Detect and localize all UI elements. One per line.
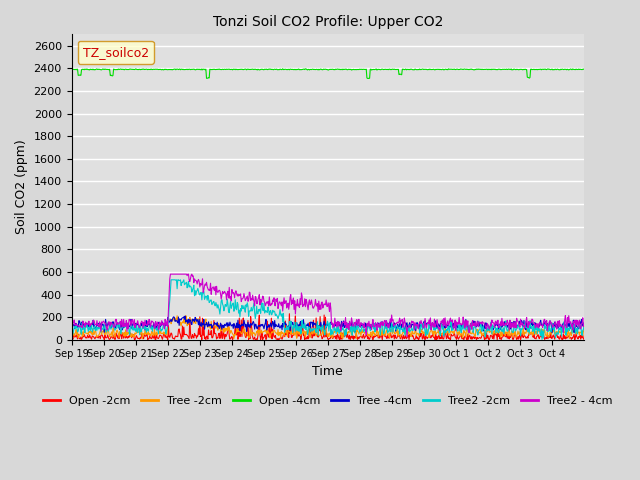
Tree2 - 4cm xyxy=(128,318,136,324)
Open -4cm xyxy=(128,66,136,72)
Tree2 - 4cm xyxy=(248,297,256,303)
Tree2 - 4cm xyxy=(403,334,411,340)
Tree2 - 4cm xyxy=(580,323,588,328)
Tree -4cm xyxy=(181,313,189,319)
Open -4cm xyxy=(279,66,287,72)
Tree -4cm xyxy=(381,321,388,327)
Tree -2cm xyxy=(223,328,231,334)
Tree -4cm xyxy=(248,322,256,328)
Open -2cm xyxy=(580,337,588,343)
Tree2 -2cm xyxy=(248,308,256,314)
Tree -2cm xyxy=(68,332,76,338)
Tree2 - 4cm xyxy=(381,317,388,323)
Open -4cm xyxy=(382,66,390,72)
Open -2cm xyxy=(410,336,418,342)
Tree -2cm xyxy=(410,331,418,337)
Tree2 -2cm xyxy=(68,330,76,336)
Tree2 -2cm xyxy=(268,312,275,318)
Tree2 - 4cm xyxy=(410,327,418,333)
Tree -4cm xyxy=(548,330,556,336)
Open -4cm xyxy=(68,66,76,72)
Tree2 - 4cm xyxy=(166,271,174,277)
Tree2 -2cm xyxy=(538,336,546,342)
Tree -2cm xyxy=(138,336,146,341)
Tree -2cm xyxy=(382,331,390,336)
Open -2cm xyxy=(68,334,76,340)
Open -2cm xyxy=(285,311,293,317)
Open -4cm xyxy=(222,67,230,72)
Line: Tree2 - 4cm: Tree2 - 4cm xyxy=(72,274,584,337)
Tree -4cm xyxy=(580,320,588,326)
Tree -4cm xyxy=(268,324,275,330)
Open -2cm xyxy=(267,331,275,336)
Open -2cm xyxy=(382,333,390,339)
Line: Tree -4cm: Tree -4cm xyxy=(72,316,584,333)
Tree2 -2cm xyxy=(410,323,417,329)
Line: Open -4cm: Open -4cm xyxy=(72,69,584,78)
Tree -2cm xyxy=(268,329,276,335)
Open -4cm xyxy=(580,67,588,72)
Line: Tree -2cm: Tree -2cm xyxy=(72,316,584,338)
Open -4cm xyxy=(410,67,418,72)
Line: Open -2cm: Open -2cm xyxy=(72,314,584,340)
Open -2cm xyxy=(128,335,136,341)
Tree2 -2cm xyxy=(223,303,230,309)
X-axis label: Time: Time xyxy=(312,365,343,378)
Open -2cm xyxy=(222,334,230,340)
Open -2cm xyxy=(275,337,282,343)
Y-axis label: Soil CO2 (ppm): Soil CO2 (ppm) xyxy=(15,140,28,234)
Tree2 - 4cm xyxy=(223,297,230,303)
Tree -4cm xyxy=(68,324,76,330)
Line: Tree2 -2cm: Tree2 -2cm xyxy=(72,280,584,339)
Title: Tonzi Soil CO2 Profile: Upper CO2: Tonzi Soil CO2 Profile: Upper CO2 xyxy=(212,15,443,29)
Legend: Open -2cm, Tree -2cm, Open -4cm, Tree -4cm, Tree2 -2cm, Tree2 - 4cm: Open -2cm, Tree -2cm, Open -4cm, Tree -4… xyxy=(39,392,617,410)
Open -4cm xyxy=(248,66,255,72)
Open -4cm xyxy=(364,75,371,81)
Open -2cm xyxy=(248,322,255,328)
Tree -4cm xyxy=(128,325,136,331)
Tree -2cm xyxy=(580,328,588,334)
Tree -2cm xyxy=(128,331,136,336)
Tree2 -2cm xyxy=(128,323,136,328)
Tree2 - 4cm xyxy=(268,300,275,306)
Tree2 -2cm xyxy=(167,277,175,283)
Tree2 -2cm xyxy=(580,320,588,326)
Tree -4cm xyxy=(410,323,417,328)
Tree -4cm xyxy=(223,320,230,326)
Tree2 -2cm xyxy=(381,321,388,326)
Tree -2cm xyxy=(182,313,189,319)
Tree2 - 4cm xyxy=(68,318,76,324)
Open -4cm xyxy=(267,66,275,72)
Tree -2cm xyxy=(249,329,257,335)
